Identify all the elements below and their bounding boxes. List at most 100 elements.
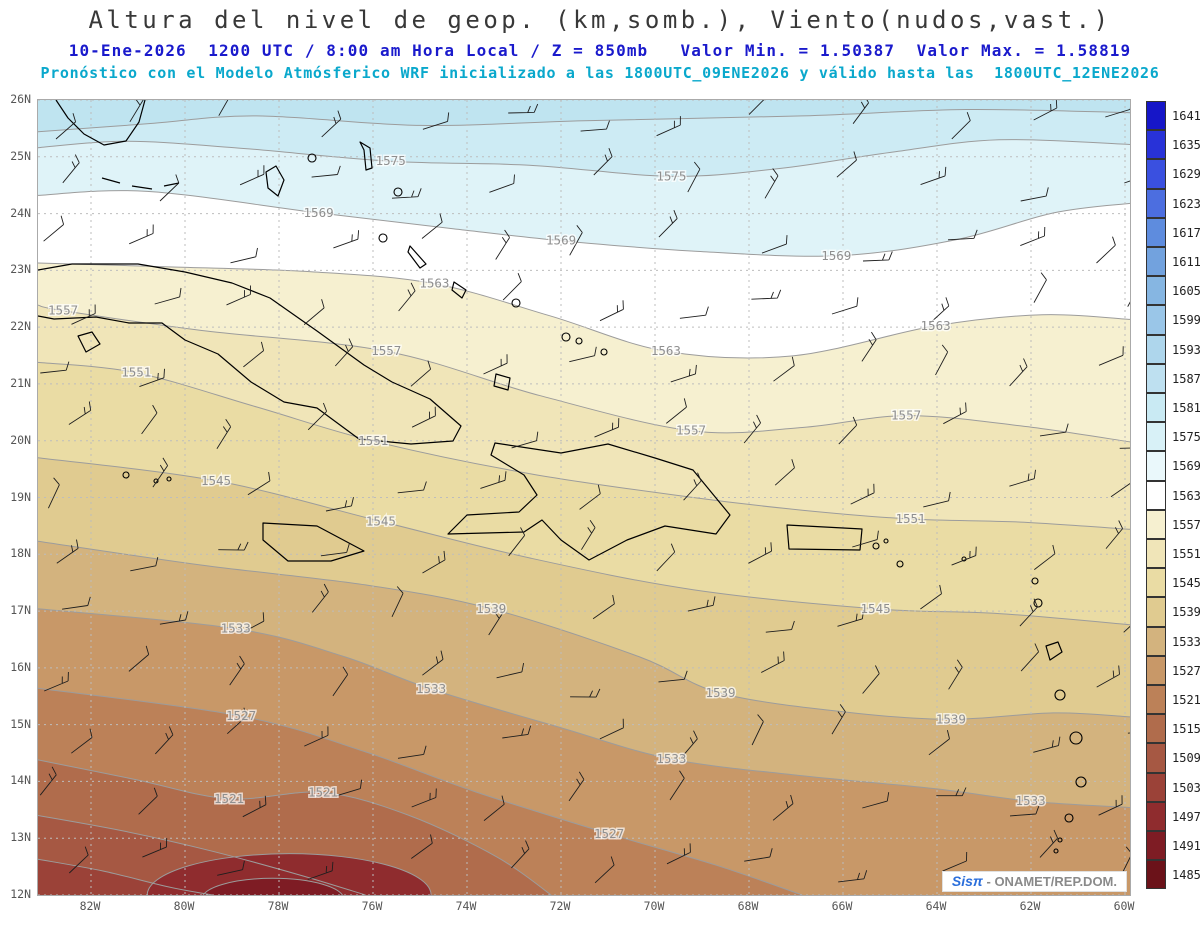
colorbar-swatch-1545 [1146,568,1166,598]
lat-tick-label: 14N [10,773,31,788]
colorbar-swatch-1629 [1146,159,1166,189]
colorbar-label: 1575 [1172,430,1200,445]
colorbar-swatch-1635 [1146,130,1166,160]
contour-label: 1575 [376,153,406,168]
contour-line-1545 [38,457,1130,626]
lon-tick-label: 74W [455,899,477,913]
contour-line-1509 [38,858,213,895]
contour-line-1569 [38,190,1130,257]
colorbar-label: 1497 [1172,809,1200,824]
coastline [265,165,285,197]
lon-tick-label: 80W [173,899,195,913]
contour-label: 1569 [546,233,576,248]
island [1054,689,1066,701]
lon-tick-label: 66W [831,899,853,913]
island [378,233,388,243]
contour-line-1515 [38,815,366,895]
lat-tick-label: 13N [10,830,31,845]
coastline [786,524,863,551]
colorbar: 1641 1635 1629 1623 1617 1611 1605 1599 1593 1587… [1146,101,1200,893]
lon-tick-label: 78W [267,899,289,913]
colorbar-label: 1503 [1172,780,1200,795]
contour-label: 1527 [594,826,624,841]
colorbar-swatch-1509 [1146,743,1166,773]
colorbar-label: 1581 [1172,401,1200,415]
lon-tick-label: 62W [1019,899,1041,913]
contour-label: 1551 [121,365,151,380]
contour-label: 1557 [371,343,401,358]
map-area: 1575 1575 1569 1569 1569 1563 1563 1563 1557 1557… [37,99,1131,896]
contour-label: 1539 [705,685,735,700]
coastline [38,263,462,445]
watermark-brand: Sisπ [951,873,983,889]
colorbar-label: 1563 [1172,488,1200,503]
contour-label: 1563 [419,276,449,291]
island [600,348,608,356]
contour-label: 1563 [651,343,681,358]
island [896,560,904,568]
colorbar-label: 1599 [1172,313,1200,328]
island [122,471,130,479]
colorbar-label: 1605 [1172,284,1200,299]
colorbar-label: 1635 [1172,138,1200,153]
contour-line-1527 [38,687,803,895]
contour-label: 1575 [656,168,686,183]
colorbar-label: 1557 [1172,517,1200,532]
lat-tick-label: 25N [10,148,31,163]
contour-label: 1563 [921,318,951,333]
contour-line-1563 [38,262,1130,359]
colorbar-label: 1587 [1172,371,1200,386]
colorbar-swatch-1599 [1146,305,1166,335]
contour-line-1581 [38,108,1130,133]
colorbar-swatch-1527 [1146,655,1166,685]
lat-tick-label: 17N [10,603,31,618]
coastline [55,100,146,146]
colorbar-swatch-1611 [1146,247,1166,277]
contour-label: 1545 [366,513,396,528]
coastline [1045,641,1063,661]
lon-axis: 82W 80W 78W 76W 74W 72W 70W 68W 66W 64W 62W 60W [37,899,1135,919]
colorbar-swatch-1587 [1146,363,1166,393]
contour-line-1521 [38,759,552,895]
colorbar-label: 1485 [1172,868,1200,883]
colorbar-swatch-1641 [1146,101,1166,131]
coastline [77,331,101,353]
island [1075,776,1087,788]
island [1069,731,1083,745]
contour-label: 1533 [416,681,446,696]
colorbar-label: 1569 [1172,459,1200,474]
island [511,298,521,308]
island [393,187,403,197]
island [561,332,571,342]
colorbar-swatch-1557 [1146,509,1166,539]
contour-label: 1569 [821,248,851,263]
coastline [447,442,731,561]
contour-label: 1539 [936,711,966,726]
colorbar-label: 1641 [1172,109,1200,123]
island [1053,848,1059,854]
colorbar-swatch-1485 [1146,860,1166,890]
contour-label: 1551 [895,511,925,526]
lat-tick-label: 24N [10,205,31,220]
contour-label: 1533 [221,621,251,636]
colorbar-swatch-1551 [1146,539,1166,569]
island [307,153,317,163]
colorbar-label: 1491 [1172,839,1200,853]
island [883,538,889,544]
colorbar-label: 1611 [1172,255,1200,269]
lon-tick-label: 68W [737,899,759,913]
colorbar-label: 1593 [1172,342,1200,357]
colorbar-swatch-1533 [1146,626,1166,656]
lon-tick-label: 60W [1113,899,1135,913]
island [1033,598,1043,608]
lon-tick-label: 76W [361,899,383,913]
island [1031,577,1039,585]
lat-tick-label: 20N [10,432,31,447]
lat-tick-label: 15N [10,716,31,731]
colorbar-swatch-1623 [1146,188,1166,218]
contour-label: 1521 [308,784,338,799]
colorbar-label: 1539 [1172,605,1200,620]
coastline [101,177,180,190]
colorbar-swatch-1569 [1146,451,1166,481]
coastline [359,141,373,171]
